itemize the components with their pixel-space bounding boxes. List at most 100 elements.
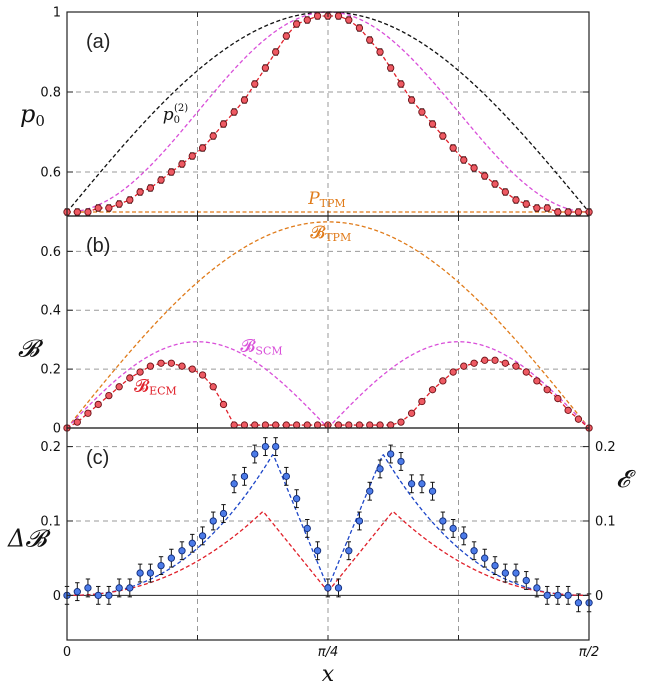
- data-point: [303, 16, 311, 24]
- data-point: [261, 64, 270, 72]
- data-point: [543, 386, 551, 394]
- data-point: [345, 547, 353, 555]
- y-tick-label-right: 0.2: [595, 440, 616, 455]
- y-tick-label-right: 0: [595, 589, 603, 604]
- y-tick-label: 0: [53, 422, 61, 437]
- data-point: [334, 584, 343, 592]
- data-point: [397, 418, 405, 426]
- data-point: [533, 377, 541, 385]
- data-point: [240, 421, 249, 429]
- panel-label: (a): [86, 31, 110, 53]
- y-tick-label: 0.4: [40, 304, 61, 319]
- data-point: [126, 374, 134, 382]
- data-point: [313, 12, 322, 20]
- data-point: [543, 204, 551, 212]
- data-point: [481, 554, 489, 562]
- data-point: [470, 359, 478, 367]
- data-point: [105, 591, 113, 600]
- data-point: [522, 576, 530, 585]
- data-point: [460, 156, 468, 164]
- data-point: [198, 371, 207, 379]
- data-point: [324, 584, 332, 592]
- data-point: [481, 172, 489, 180]
- data-point: [178, 547, 186, 555]
- y-tick-label-right: 0.1: [595, 514, 616, 529]
- data-point: [355, 421, 364, 429]
- x-tick-label: π/4: [318, 645, 338, 660]
- data-point: [345, 421, 353, 429]
- data-point: [251, 421, 259, 429]
- data-point: [470, 547, 478, 555]
- data-point: [439, 517, 447, 525]
- data-point: [397, 80, 405, 88]
- y-tick-label: 1: [53, 6, 61, 21]
- data-point: [439, 377, 447, 385]
- data-point: [261, 442, 270, 451]
- data-point: [418, 397, 426, 406]
- annotation-p0-2: p0(2): [163, 103, 189, 126]
- x-tick-label: 0: [63, 645, 71, 660]
- data-point: [219, 509, 228, 518]
- data-point: [73, 418, 81, 426]
- data-point: [126, 584, 134, 592]
- data-point: [334, 421, 343, 429]
- data-point: [491, 561, 499, 570]
- data-point: [157, 359, 165, 367]
- data-point: [418, 108, 426, 116]
- data-point: [501, 188, 509, 196]
- data-point: [564, 591, 572, 600]
- data-point: [84, 584, 92, 592]
- curves-layer: [66, 11, 590, 597]
- data-point: [313, 547, 322, 555]
- bscm-curve: [66, 341, 329, 429]
- data-point: [251, 80, 259, 88]
- data-point: [355, 517, 364, 525]
- data-point: [84, 208, 92, 216]
- data-point: [428, 386, 437, 394]
- data-point: [574, 415, 583, 423]
- data-point: [230, 480, 238, 488]
- data-point: [261, 421, 270, 429]
- data-point: [146, 569, 155, 577]
- data-point: [522, 200, 530, 208]
- data-point: [449, 144, 457, 152]
- annotation-ptpm: PTPM: [307, 189, 345, 210]
- data-point: [470, 164, 478, 172]
- data-point: [272, 48, 280, 56]
- bscm-curve: [327, 341, 590, 429]
- data-point: [230, 108, 238, 116]
- data-point: [94, 204, 102, 212]
- data-point: [94, 591, 102, 600]
- data-point: [272, 442, 280, 451]
- data-point: [209, 517, 217, 525]
- data-point: [303, 524, 311, 533]
- data-point: [198, 144, 207, 152]
- data-point: [209, 383, 217, 391]
- data-point: [512, 362, 520, 370]
- data-point: [460, 362, 468, 370]
- data-point: [355, 24, 364, 32]
- y-tick-label: 0.1: [40, 514, 61, 529]
- grid-layer: [67, 11, 589, 640]
- data-point: [522, 368, 530, 376]
- text-layer: 0.6 0.8 1 (a) 0 0.2 0.4 0.6 (b) 0 0.1 0.2 (c) 0 0.1 0.2…: [7, 6, 636, 688]
- data-point: [376, 421, 384, 429]
- data-point: [209, 132, 217, 140]
- data-point: [178, 362, 186, 370]
- data-point: [366, 36, 374, 44]
- data-point: [105, 204, 113, 212]
- data-point: [282, 472, 290, 481]
- data-point: [157, 176, 165, 184]
- data-point: [157, 561, 165, 570]
- data-point: [198, 532, 207, 540]
- entanglement-curve: [67, 510, 329, 597]
- data-point: [501, 359, 509, 367]
- ecm-curve-a: [67, 15, 589, 213]
- data-point: [376, 48, 384, 56]
- data-point: [292, 20, 301, 28]
- data-point: [574, 208, 583, 216]
- data-point: [564, 208, 572, 216]
- data-point: [554, 591, 562, 600]
- data-point: [554, 208, 562, 216]
- data-point: [407, 480, 416, 488]
